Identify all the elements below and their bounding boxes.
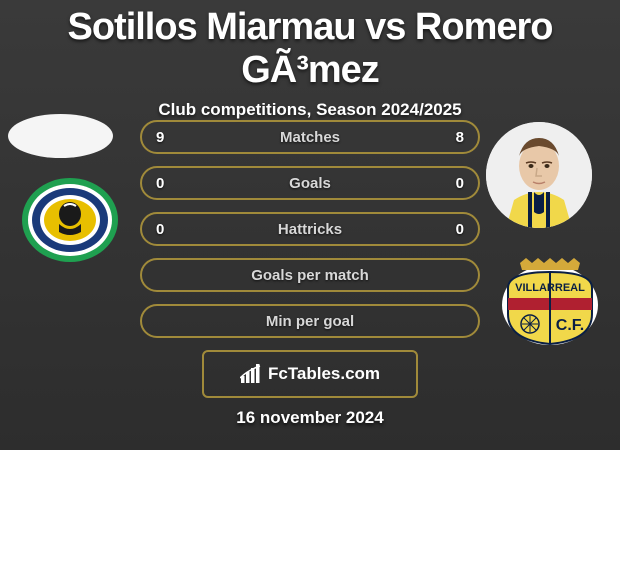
club-badge-right: VILLARREAL C.F. xyxy=(500,258,600,346)
subtitle: Club competitions, Season 2024/2025 xyxy=(0,100,620,120)
stat-row: Min per goal xyxy=(140,304,480,338)
chart-icon xyxy=(240,364,262,384)
stat-right-value: 0 xyxy=(444,221,464,238)
stat-row: 9 Matches 8 xyxy=(140,120,480,154)
player-left-avatar xyxy=(8,114,113,158)
stat-left-value: 9 xyxy=(156,129,176,146)
stat-label: Matches xyxy=(280,129,340,146)
page-title: Sotillos Miarmau vs Romero GÃ³mez xyxy=(0,6,620,92)
stat-label: Goals xyxy=(289,175,331,192)
brand-text: FcTables.com xyxy=(268,364,380,384)
stats-container: 9 Matches 8 0 Goals 0 0 Hattricks 0 Goal… xyxy=(140,120,480,350)
club-badge-left xyxy=(20,176,120,264)
comparison-card: Sotillos Miarmau vs Romero GÃ³mez Club c… xyxy=(0,0,620,450)
stat-label: Hattricks xyxy=(278,221,342,238)
stat-left-value: 0 xyxy=(156,175,176,192)
stat-label: Min per goal xyxy=(266,313,354,330)
stat-left-value: 0 xyxy=(156,221,176,238)
svg-text:C.F.: C.F. xyxy=(556,317,584,334)
stat-right-value: 0 xyxy=(444,175,464,192)
brand-box[interactable]: FcTables.com xyxy=(202,350,418,398)
stat-row: 0 Hattricks 0 xyxy=(140,212,480,246)
stat-right-value: 8 xyxy=(444,129,464,146)
player-right-avatar xyxy=(486,122,592,228)
stat-row: Goals per match xyxy=(140,258,480,292)
svg-text:VILLARREAL: VILLARREAL xyxy=(515,282,585,294)
date-text: 16 november 2024 xyxy=(236,408,383,428)
stat-row: 0 Goals 0 xyxy=(140,166,480,200)
stat-label: Goals per match xyxy=(251,267,369,284)
